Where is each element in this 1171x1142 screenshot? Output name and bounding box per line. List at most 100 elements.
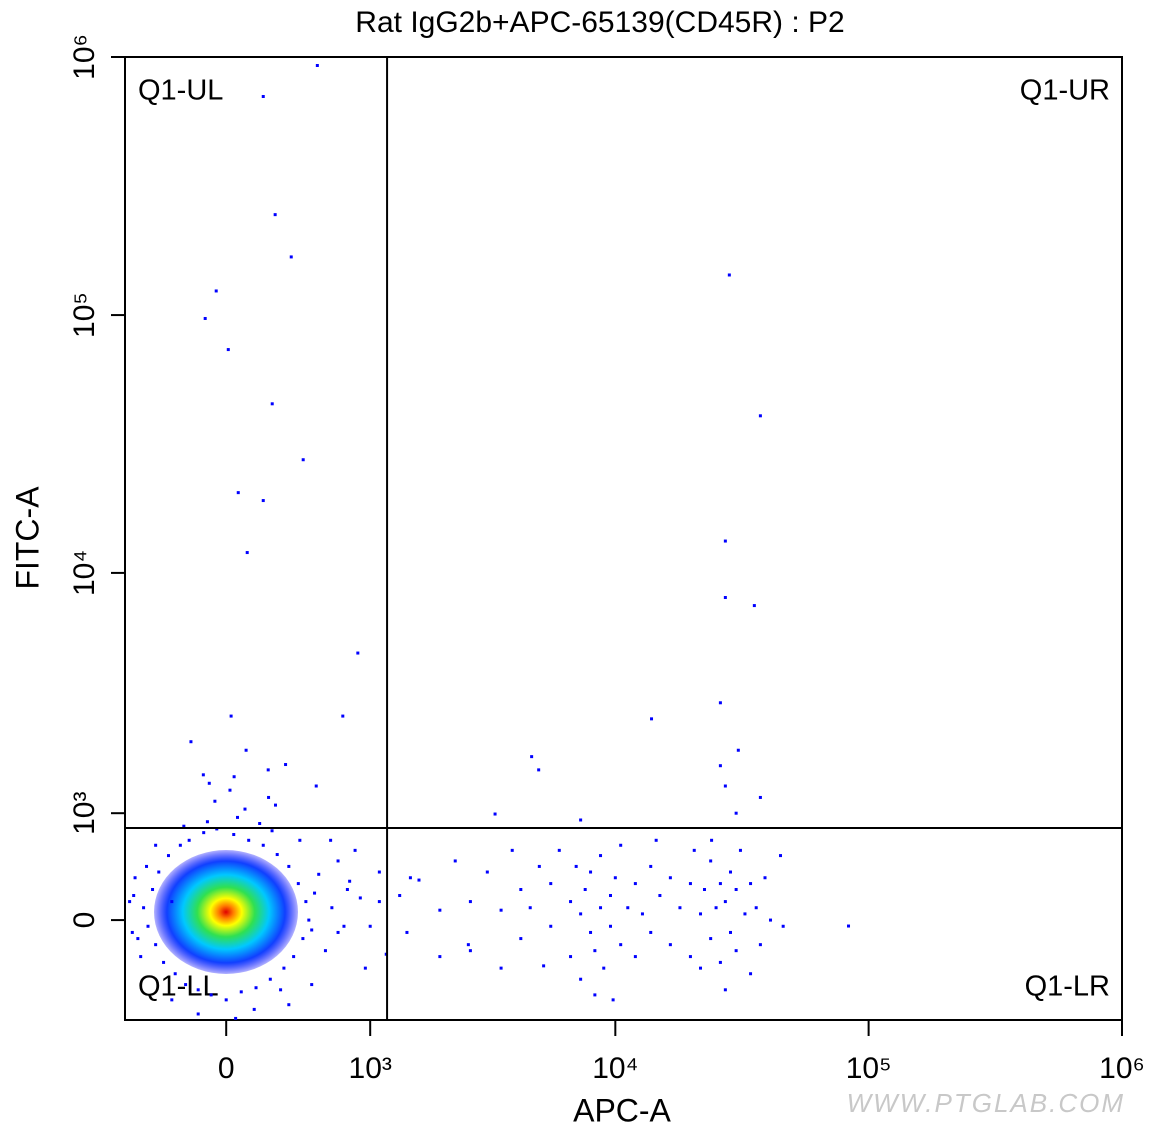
event-dot	[341, 714, 345, 718]
event-dot	[718, 764, 722, 768]
event-dot	[136, 937, 140, 941]
event-dot	[528, 906, 532, 910]
event-dot	[377, 870, 381, 874]
event-dot	[202, 831, 206, 835]
event-dot	[749, 972, 753, 976]
event-dot	[307, 918, 311, 922]
event-dot	[619, 943, 623, 947]
event-dot	[166, 854, 170, 858]
event-dot	[336, 930, 340, 934]
event-dot	[287, 864, 291, 868]
event-dot	[363, 966, 367, 970]
event-dot	[688, 882, 692, 886]
event-dot	[173, 972, 177, 976]
event-dot	[232, 775, 236, 779]
event-dot	[649, 930, 653, 934]
event-dot	[569, 900, 573, 904]
y-tick-label: 10⁶	[68, 34, 101, 80]
event-dot	[728, 930, 732, 934]
event-dot	[245, 551, 249, 555]
x-tick-label: 10⁶	[1099, 1052, 1145, 1085]
event-dot	[758, 414, 762, 418]
event-dot	[599, 906, 603, 910]
event-dot	[317, 872, 321, 876]
event-dot	[537, 864, 541, 868]
event-dot	[417, 878, 421, 882]
event-dot	[723, 784, 727, 788]
event-dot	[718, 882, 722, 886]
event-dot	[232, 833, 236, 837]
event-dot	[154, 943, 158, 947]
event-dot	[139, 955, 143, 959]
event-dot	[304, 900, 308, 904]
event-dot	[438, 955, 442, 959]
event-dot	[243, 807, 247, 811]
event-dot	[196, 988, 200, 992]
event-dot	[133, 876, 137, 880]
event-dot	[718, 960, 722, 964]
event-dot	[633, 955, 637, 959]
event-dot	[203, 316, 207, 320]
event-dot	[709, 937, 713, 941]
event-dot	[244, 748, 248, 752]
event-dot	[519, 888, 523, 892]
event-dot	[128, 900, 132, 904]
event-dot	[368, 924, 372, 928]
x-tick-label: 10³	[349, 1052, 392, 1085]
event-dot	[579, 818, 583, 822]
event-dot	[146, 924, 150, 928]
event-dot	[157, 870, 161, 874]
event-dot	[678, 906, 682, 910]
event-dot	[602, 966, 606, 970]
event-dot	[453, 859, 457, 863]
event-dot	[275, 853, 279, 857]
event-dot	[754, 906, 758, 910]
event-dot	[743, 912, 747, 916]
event-dot	[619, 843, 623, 847]
event-dot	[609, 924, 613, 928]
event-dot	[499, 966, 503, 970]
event-dot	[189, 740, 193, 744]
event-dot	[313, 891, 317, 895]
event-dot	[287, 1003, 291, 1007]
event-dot	[132, 894, 136, 898]
event-dot	[734, 888, 738, 892]
y-tick-label: 10³	[68, 792, 101, 835]
y-tick-label: 10⁴	[68, 550, 101, 596]
event-dot	[668, 943, 672, 947]
event-dot	[154, 843, 158, 847]
event-dot	[692, 848, 696, 852]
event-dot	[650, 717, 654, 721]
event-dot	[142, 906, 146, 910]
event-dot	[270, 829, 274, 833]
event-dot	[530, 755, 534, 759]
event-dot	[323, 949, 327, 953]
event-dot	[258, 822, 262, 826]
event-dot	[224, 998, 228, 1002]
event-dot	[296, 882, 300, 886]
event-dot	[769, 918, 773, 922]
y-tick-label: 0	[68, 912, 101, 929]
event-dot	[301, 458, 305, 462]
event-dot	[593, 993, 597, 997]
event-dot	[542, 964, 546, 968]
event-dot	[213, 799, 217, 803]
event-dot	[723, 988, 727, 992]
event-dot	[342, 924, 346, 928]
quadrant-label: Q1-LR	[1025, 971, 1110, 1003]
x-tick-label: 10⁴	[592, 1052, 638, 1085]
event-dot	[758, 795, 762, 799]
event-dot	[377, 900, 381, 904]
event-dot	[284, 763, 288, 767]
event-dot	[709, 859, 713, 863]
event-dot	[209, 993, 213, 997]
chart-title: Rat IgG2b+APC-65139(CD45R) : P2	[355, 6, 844, 39]
x-tick-label: 0	[218, 1052, 235, 1085]
event-dot	[268, 977, 272, 981]
event-dot	[266, 768, 270, 772]
event-dot	[170, 998, 174, 1002]
event-dot	[633, 882, 637, 886]
event-dot	[699, 912, 703, 916]
event-dot	[273, 803, 277, 807]
event-dot	[549, 924, 553, 928]
